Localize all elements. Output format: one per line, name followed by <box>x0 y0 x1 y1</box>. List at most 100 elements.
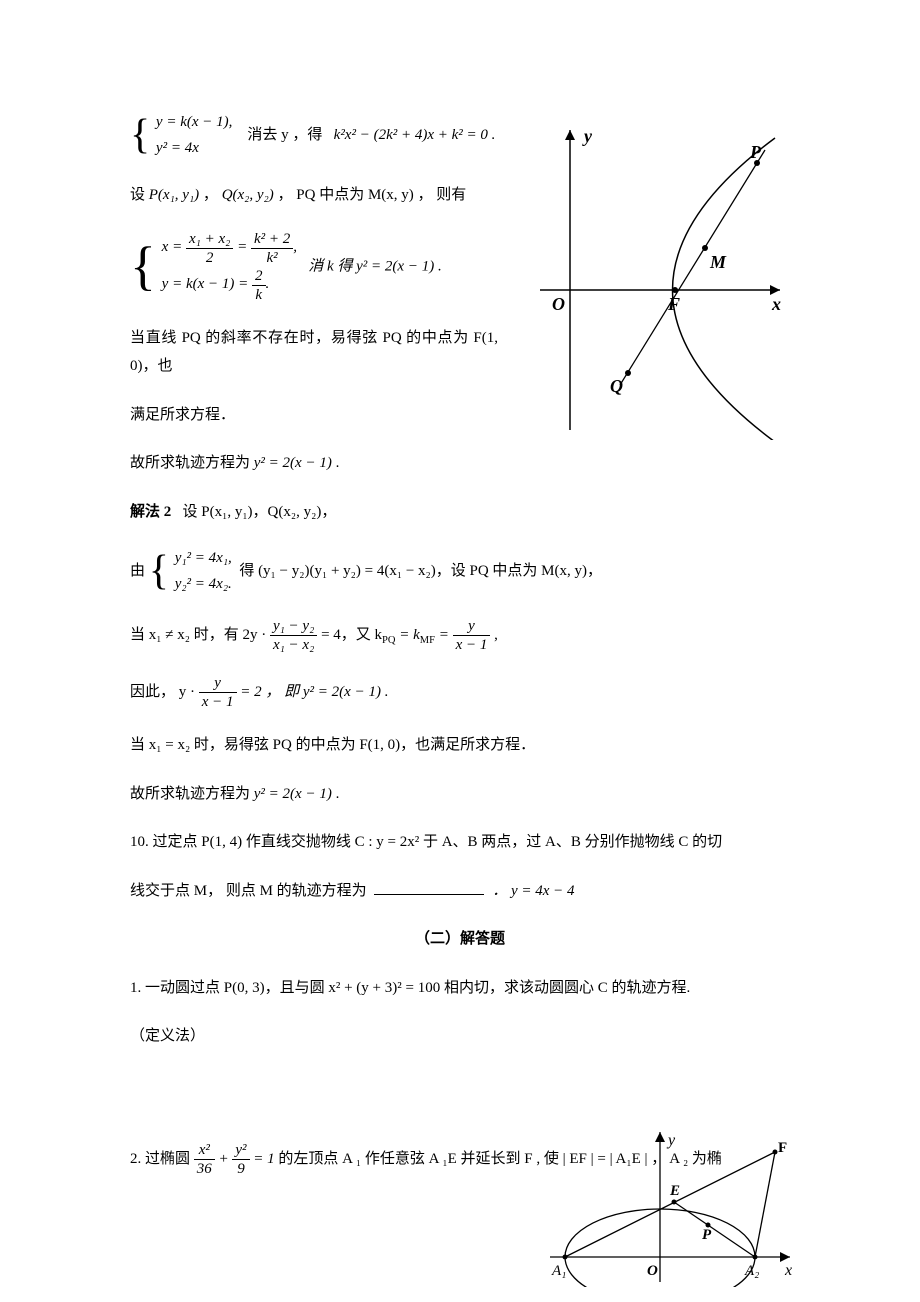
m2-final-post: . <box>336 786 340 802</box>
svg-text:y: y <box>582 126 593 146</box>
m2-kpq: PQ <box>382 635 395 646</box>
m2-w1-tail: , <box>494 627 498 643</box>
eq2-l1-num1: x₁ + x₂ <box>186 230 233 248</box>
eq2-mid: 消 k 得 y² = 2(x − 1) . <box>308 258 441 274</box>
method2-de: 得 (y₁ − y₂)(y₁ + y₂) = 4(x₁ − x₂)，设 PQ 中… <box>239 563 602 579</box>
setpq-tail: ， PQ 中点为 M(x, y) ， 则有 <box>278 187 467 203</box>
q2-f1-den: 36 <box>194 1159 215 1178</box>
svg-text:F: F <box>667 294 680 314</box>
svg-text:O: O <box>552 294 565 314</box>
result-line-1: 故所求轨迹方程为 y² = 2(x − 1) . <box>130 449 790 478</box>
eq2-l1-num2: k² + 2 <box>251 230 293 248</box>
method2-set: 设 P(x₁, y₁)，Q(x₂, y₂)， <box>183 504 337 520</box>
method2-header: 解法 2 设 P(x₁, y₁)，Q(x₂, y₂)， <box>130 498 790 527</box>
m2-kmf: MF <box>420 635 435 646</box>
method2-when1: 当 x₁ ≠ x₂ 时，有 2y · y₁ − y₂x₁ − x₂ = 4，又 … <box>130 617 790 654</box>
eq1-mid: 消去 y ，得 <box>247 127 322 143</box>
svg-text:x: x <box>771 294 781 314</box>
eq2-l2-den: k <box>252 285 266 304</box>
m2-keq: = k <box>399 627 420 643</box>
m2-sys-l2: y₂² = 4x₂. <box>175 576 232 592</box>
m2-sys-l1: y₁² = 4x₁, <box>175 550 232 566</box>
top-left-col: { y = k(x − 1), y² = 4x 消去 y ，得 k²x² − (… <box>130 110 498 449</box>
eq2-line2: y = k(x − 1) = 2k. <box>162 276 270 292</box>
method2-label: 解法 2 <box>130 504 171 520</box>
top-block: { y = k(x − 1), y² = 4x 消去 y ，得 k²x² − (… <box>130 110 790 449</box>
section-2-title: （二）解答题 <box>130 925 790 954</box>
eq2-l1-eq: = <box>237 239 247 255</box>
m2-w1-pre: 当 x₁ ≠ x₂ 时，有 2y · <box>130 627 266 643</box>
eq2-l1-den2: k² <box>251 248 293 267</box>
method2-system: 由 { y₁² = 4x₁, y₂² = 4x₂. 得 (y₁ − y₂)(y₁… <box>130 546 790 597</box>
comma-1: ， <box>203 187 218 203</box>
eq2-l1-lhs: x = <box>162 239 183 255</box>
result1-pre: 故所求轨迹方程为 <box>130 455 250 471</box>
q10-l2-pre: 线交于点 M， 则点 M 的轨迹方程为 <box>130 883 367 899</box>
svg-text:y: y <box>666 1132 676 1149</box>
m2-f2-den: x − 1 <box>453 635 491 654</box>
q2-f2-num: y² <box>232 1141 249 1159</box>
m2-f1-num: y₁ − y₂ <box>270 617 317 635</box>
eq1-line1: y = k(x − 1), <box>156 114 232 130</box>
q2-f2-den: 9 <box>232 1159 249 1178</box>
method2-final: 故所求轨迹方程为 y² = 2(x − 1) . <box>130 780 790 809</box>
q10-line1: 10. 过定点 P(1, 4) 作直线交抛物线 C : y = 2x² 于 A、… <box>130 828 790 857</box>
svg-text:F: F <box>778 1140 787 1156</box>
svg-text:E: E <box>669 1183 680 1199</box>
left-brace-icon-3: { <box>149 553 169 591</box>
m2-f2-num: y <box>453 617 491 635</box>
q10-answer: ． y = 4x − 4 <box>492 883 574 899</box>
method2-therefore: 因此， y · yx − 1 = 2 ， 即 y² = 2(x − 1) . <box>130 674 790 711</box>
svg-text:Q: Q <box>610 376 623 396</box>
m2-th-pre: 因此， y · <box>130 684 195 700</box>
q2-plus: + <box>219 1150 229 1166</box>
eq2-line1: x = x₁ + x₂2 = k² + 2k², <box>162 239 297 255</box>
result1-eq: y² = 2(x − 1) <box>254 455 332 471</box>
figure-1: y x O P M F Q <box>510 110 790 445</box>
m2-w1-mid: = 4，又 k <box>321 627 382 643</box>
eq2-l2-tail: . <box>266 276 270 292</box>
eq2-l1-tail: , <box>293 239 297 255</box>
svg-text:O: O <box>647 1263 658 1279</box>
svg-text:P: P <box>749 142 762 162</box>
q1-note: （定义法） <box>130 1022 790 1051</box>
document-page: { y = k(x − 1), y² = 4x 消去 y ，得 k²x² − (… <box>0 0 920 1302</box>
q2-eq: = 1 <box>253 1150 274 1166</box>
svg-text:A₁: A₁ <box>551 1263 566 1279</box>
q10-line2: 线交于点 M， 则点 M 的轨迹方程为 ． y = 4x − 4 <box>130 877 790 906</box>
eq-block-1: { y = k(x − 1), y² = 4x 消去 y ，得 k²x² − (… <box>130 110 498 161</box>
left-brace-icon-2: { <box>130 242 156 291</box>
m2-th-mid: = 2 ， 即 y² = 2(x − 1) . <box>240 684 388 700</box>
setpq-line: 设 P(x₁, y₁) ， Q(x₂, y₂) ， PQ 中点为 M(x, y)… <box>130 181 498 210</box>
setpq-pre: 设 <box>130 187 145 203</box>
fill-blank <box>374 894 484 895</box>
svg-text:P: P <box>702 1227 712 1243</box>
left-brace-icon: { <box>130 117 150 155</box>
no-slope-line-2: 满足所求方程． <box>130 401 498 430</box>
p-coords: P(x₁, y₁) <box>149 187 199 203</box>
eq1-line2: y² = 4x <box>156 140 199 156</box>
q1-text: 1. 一动圆过点 P(0, 3)，且与圆 x² + (y + 3)² = 100… <box>130 974 790 1003</box>
result1-post: . <box>336 455 340 471</box>
method2-when2: 当 x₁ = x₂ 时，易得弦 PQ 的中点为 F(1, 0)，也满足所求方程． <box>130 731 790 760</box>
eq2-l1-den1: 2 <box>186 248 233 267</box>
eq2-l2-num: 2 <box>252 267 266 285</box>
m2-f3-den: x − 1 <box>199 692 237 711</box>
figure-2: y x O A₁ A₂ E F P <box>540 1117 800 1292</box>
eq2-l2-lhs: y = k(x − 1) = <box>162 276 249 292</box>
method2-you: 由 <box>130 563 145 579</box>
q-coords: Q(x₂, y₂) <box>222 187 274 203</box>
m2-keq2: = <box>439 627 449 643</box>
svg-text:A₂: A₂ <box>744 1263 759 1279</box>
m2-f1-den: x₁ − x₂ <box>270 635 317 654</box>
q2-f1-num: x² <box>194 1141 215 1159</box>
eq-block-2: { x = x₁ + x₂2 = k² + 2k², y = k(x − 1) … <box>130 230 498 304</box>
m2-final-eq: y² = 2(x − 1) <box>254 786 332 802</box>
m2-final-pre: 故所求轨迹方程为 <box>130 786 250 802</box>
q2-pre: 2. 过椭圆 <box>130 1150 190 1166</box>
m2-f3-num: y <box>199 674 237 692</box>
no-slope-line: 当直线 PQ 的斜率不存在时，易得弦 PQ 的中点为 F(1, 0)，也 <box>130 324 498 381</box>
svg-text:M: M <box>709 252 727 272</box>
svg-text:x: x <box>784 1262 792 1279</box>
eq1-rhs: k²x² − (2k² + 4)x + k² = 0 . <box>334 127 496 143</box>
